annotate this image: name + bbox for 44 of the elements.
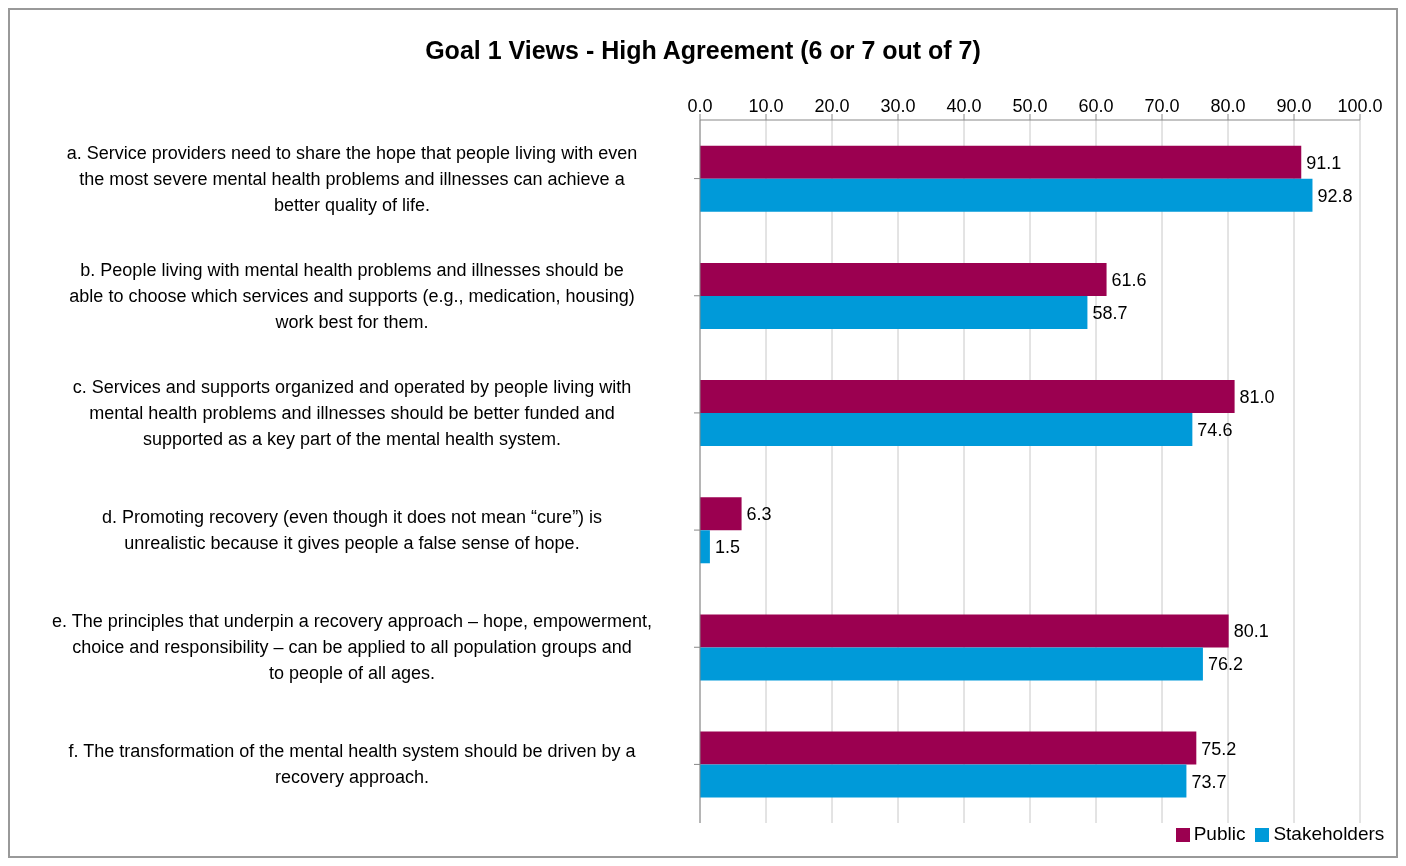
bar <box>700 497 742 531</box>
bar <box>700 262 1107 296</box>
x-tick-label: 90.0 <box>1276 96 1312 116</box>
y-tick-label: d. Promoting recovery (even though it does not mean “cure”) is unrealistic because it gives people a false sense of hope. <box>101 507 603 554</box>
y-tick-label: f. The transformation of the mental health system should be driven by a recovery approach. <box>68 741 637 788</box>
data-label: 61.6 <box>1111 269 1147 290</box>
data-label: 92.8 <box>1317 185 1353 206</box>
bar <box>700 178 1313 212</box>
x-tick-label: 80.0 <box>1210 96 1246 116</box>
x-tick-label: 100.0 <box>1337 96 1383 116</box>
x-tick-label: 40.0 <box>946 96 982 116</box>
y-tick-label: e. The principles that underpin a recovery approach – hope, empowerment, choice and responsibility – can be applied to all population groups and to people of all ages. <box>51 611 653 684</box>
y-tick-label: b. People living with mental health problems and illnesses should be able to choose which services and supports (e.g., medication, housing) work best for them. <box>69 259 635 332</box>
bar <box>700 647 1203 681</box>
bar <box>700 145 1302 179</box>
data-label: 91.1 <box>1306 152 1342 173</box>
data-label: 75.2 <box>1201 738 1237 759</box>
y-tick-label: a. Service providers need to share the hope that people living with even the most severe mental health problems and illnesses can achieve a better quality of life. <box>66 142 638 215</box>
data-label: 58.7 <box>1092 302 1128 323</box>
legend-label: Stakeholders <box>1273 823 1385 844</box>
legend-label: Public <box>1193 823 1246 844</box>
data-label: 76.2 <box>1207 654 1243 675</box>
bar <box>700 413 1193 447</box>
x-tick-label: 60.0 <box>1078 96 1114 116</box>
x-tick-label: 10.0 <box>748 96 784 116</box>
x-tick-label: 70.0 <box>1144 96 1180 116</box>
bar <box>700 731 1197 765</box>
x-tick-label: 0.0 <box>687 96 713 116</box>
chart-title: Goal 1 Views - High Agreement (6 or 7 out of 7) <box>424 35 982 66</box>
bar <box>700 530 710 564</box>
bar <box>700 295 1088 329</box>
y-tick-label: c. Services and supports organized and operated by people living with mental health problems and illnesses should be better funded and supported as a key part of the mental health system. <box>72 376 632 449</box>
data-label: 73.7 <box>1191 771 1227 792</box>
data-label: 81.0 <box>1239 387 1275 407</box>
bar <box>700 614 1229 648</box>
data-label: 80.1 <box>1233 621 1269 642</box>
x-tick-label: 50.0 <box>1012 96 1048 116</box>
x-tick-label: 20.0 <box>814 96 850 116</box>
data-label: 1.5 <box>714 537 740 558</box>
data-label: 6.3 <box>746 504 772 525</box>
bar <box>700 764 1187 798</box>
x-tick-label: 30.0 <box>880 96 916 116</box>
data-label: 74.6 <box>1197 420 1233 440</box>
bar <box>700 380 1235 414</box>
